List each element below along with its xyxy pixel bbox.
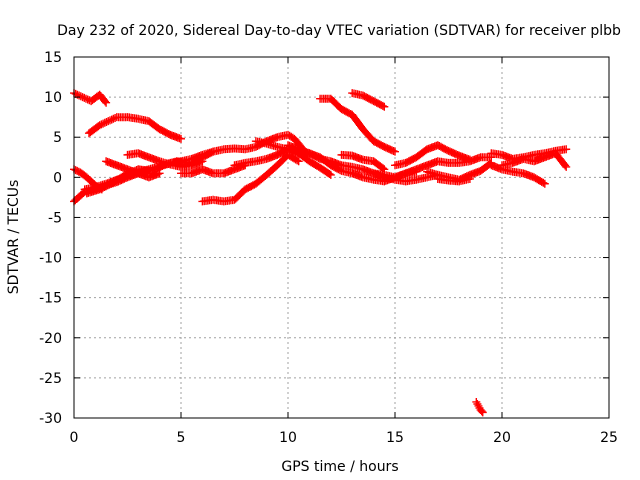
series-arc-17 [337,150,389,174]
interp-markers [328,95,345,112]
interp-markers [306,150,323,163]
data-point [155,169,164,178]
data-point [465,155,474,164]
interp-markers [97,118,111,129]
data-point [104,117,113,126]
interp-markers [84,174,94,184]
series-arc-25 [487,161,549,188]
interp-markers [285,151,302,165]
interp-markers [306,158,323,171]
interp-markers [146,118,163,133]
data-point [465,174,474,183]
series-arc-1 [70,89,111,107]
series-arc-24 [498,149,571,171]
series-arc-19 [369,169,442,186]
data-point [380,165,389,174]
interp-markers [371,138,387,150]
series-arc-13 [230,145,335,179]
plot-frame [73,56,610,419]
interp-markers [403,154,419,167]
x-tick-label: 25 [600,430,618,446]
series-arc-16 [348,89,389,111]
data-points [70,89,571,417]
y-tick-label: -10 [39,251,62,267]
grid [74,57,609,418]
interp-markers [370,158,387,173]
data-point [478,408,487,417]
interp-markers [77,169,90,181]
data-point [102,98,111,107]
interp-markers [317,164,334,178]
y-tick-label: -5 [48,210,62,226]
interp-markers [435,142,451,155]
interp-markers [413,146,430,161]
series-arc-26 [472,397,487,417]
y-tick-label: -20 [39,331,62,347]
interp-markers [296,150,313,165]
interp-markers [88,178,98,188]
y-axis-label: SDTVAR / TECUs [6,180,22,295]
interp-markers [371,97,387,110]
interp-markers [96,92,109,106]
data-point [391,147,399,156]
interp-markers [71,166,83,176]
interp-markers [189,154,205,167]
interp-markers [199,148,216,161]
y-tick-label: 15 [44,50,62,66]
data-point [326,170,335,179]
data-point [177,134,185,143]
interp-markers [109,171,128,187]
x-axis-label: GPS time / hours [281,459,398,475]
interp-markers [97,179,115,193]
interp-markers [349,112,366,132]
interp-markers [339,105,355,118]
series-arc-2 [84,113,185,143]
interp-markers [328,162,344,175]
interp-markers [477,407,486,416]
data-point [95,121,104,130]
y-tick-label: 5 [53,130,62,146]
data-point [540,179,549,188]
tick-labels: 0 5 10 15 20 25 -30 -25 -20 -15 -10 -5 0 5 10 15 [39,50,618,446]
series-arc-20 [391,141,474,170]
data-point [562,145,571,154]
series-arc-22 [433,174,474,186]
y-tick-label: -15 [39,291,62,307]
interp-markers [242,180,259,193]
series-arc-8 [102,157,164,182]
x-tick-label: 15 [386,430,404,446]
interp-markers [231,186,248,203]
x-tick-label: 0 [70,430,79,446]
y-tick-label: -25 [39,371,62,387]
y-tick-label: 0 [53,170,62,186]
interp-markers [531,174,548,187]
interp-markers [71,89,85,101]
interp-markers [253,172,270,187]
interp-markers [263,162,280,178]
data-point [562,162,571,171]
axis-ticks [73,56,610,419]
y-tick-label: -30 [39,411,62,427]
interp-markers [285,131,297,142]
chart-title: Day 232 of 2020, Sidereal Day-to-day VTE… [57,23,621,39]
interp-markers [86,122,103,137]
data-point [380,102,389,111]
x-tick-label: 10 [279,430,297,446]
interp-markers [157,126,173,138]
series-arc-15 [316,94,399,156]
interp-markers [106,114,120,125]
x-tick-label: 5 [177,430,186,446]
interp-markers [552,150,570,170]
series-arc-18 [348,153,496,186]
interp-markers [360,92,377,105]
series-arc-11 [198,150,303,206]
data-point [294,157,303,166]
y-tick-label: 10 [44,90,62,106]
x-tick-label: 20 [493,430,511,446]
interp-markers [360,126,377,144]
